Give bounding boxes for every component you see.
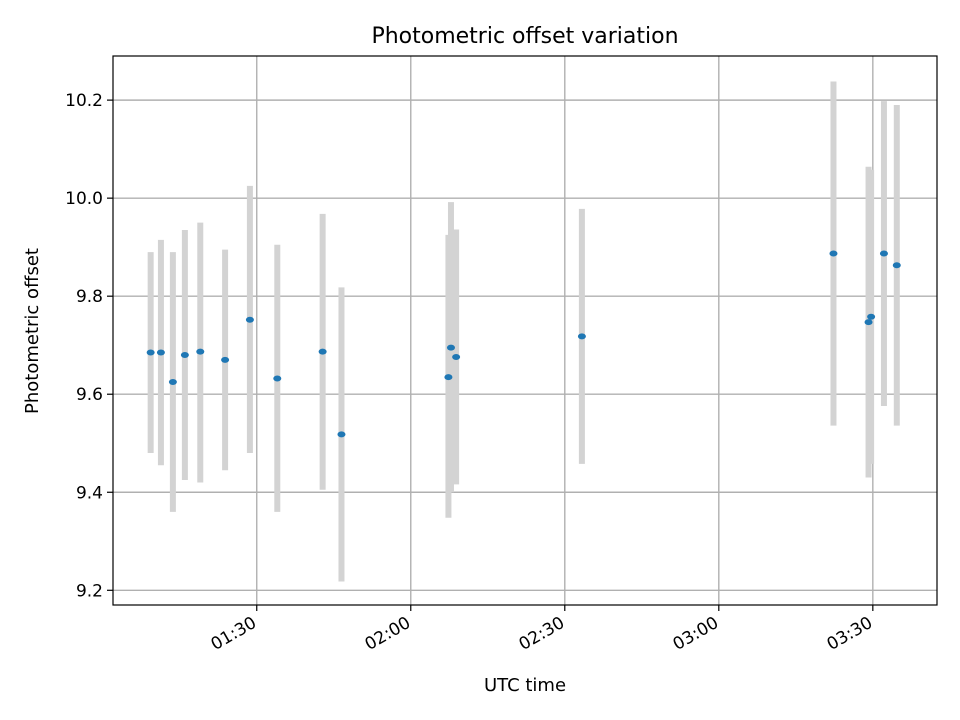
y-tick-label: 10.0 bbox=[65, 189, 103, 209]
data-point bbox=[273, 375, 282, 382]
data-point bbox=[577, 333, 586, 340]
data-point bbox=[829, 250, 838, 257]
data-point bbox=[444, 374, 453, 381]
y-tick-label: 9.6 bbox=[76, 385, 103, 405]
y-tick-label: 9.4 bbox=[76, 483, 103, 503]
x-axis-label: UTC time bbox=[484, 675, 566, 696]
plot-frame bbox=[112, 55, 938, 606]
data-point bbox=[156, 349, 165, 356]
data-point bbox=[180, 352, 189, 359]
data-point bbox=[446, 344, 455, 351]
data-point bbox=[196, 348, 205, 355]
data-point bbox=[221, 356, 230, 363]
y-tick-label: 9.2 bbox=[76, 581, 103, 601]
y-tick-label: 10.2 bbox=[65, 91, 103, 111]
y-tick-label: 9.8 bbox=[76, 287, 103, 307]
data-points bbox=[146, 250, 901, 438]
chart-title: Photometric offset variation bbox=[371, 24, 678, 49]
data-point bbox=[864, 319, 873, 326]
data-point bbox=[146, 349, 155, 356]
y-axis-ticks: 9.2 9.4 9.6 9.8 10.0 10.2 bbox=[65, 91, 113, 601]
data-point bbox=[245, 316, 254, 323]
data-point bbox=[168, 378, 177, 385]
data-point bbox=[452, 353, 461, 360]
data-point bbox=[879, 250, 888, 257]
data-point bbox=[318, 348, 327, 355]
data-point bbox=[337, 431, 346, 438]
y-axis-label: Photometric offset bbox=[22, 248, 43, 414]
data-point bbox=[892, 262, 901, 269]
data-point bbox=[867, 313, 876, 320]
